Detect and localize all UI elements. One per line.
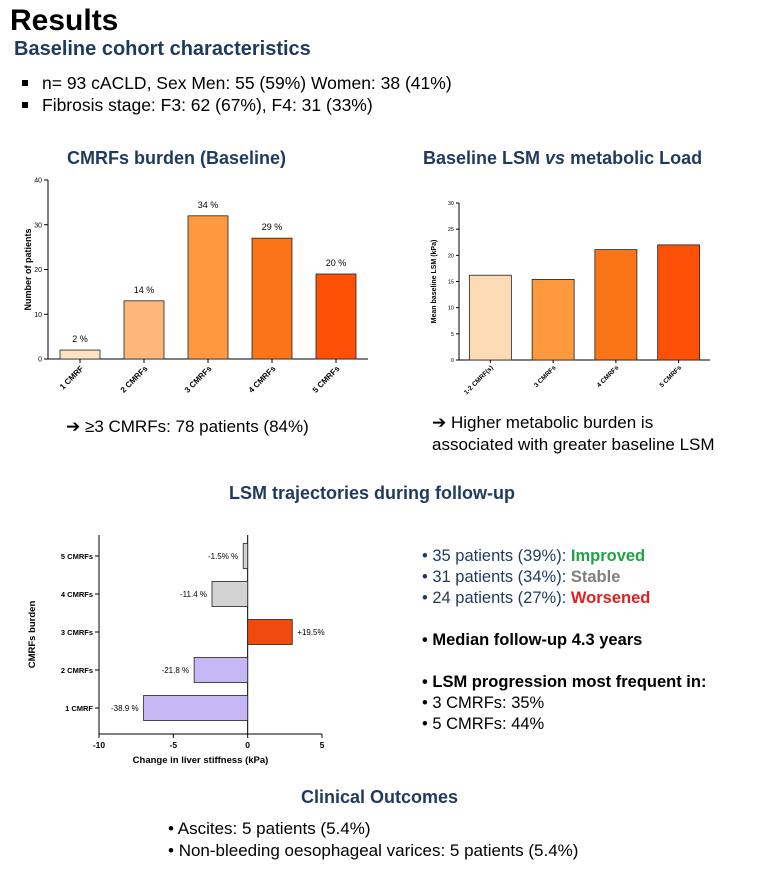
bar-data-label: -11.4 % — [180, 590, 207, 599]
bar — [143, 695, 249, 721]
arrow-right-icon: ➔ — [432, 413, 447, 432]
bar — [187, 215, 229, 360]
bar — [468, 274, 512, 361]
x-tick-label: 5 CMRFs — [658, 364, 683, 389]
baseline-cohort-title: Baseline cohort characteristics — [14, 38, 311, 60]
y-tick-label: 5 CMRFs — [61, 552, 93, 561]
y-tick-label: 20 — [448, 253, 454, 259]
y-tick-label: 1 CMRF — [65, 704, 93, 713]
outcome-item: • Ascites: 5 patients (5.4%) — [168, 819, 371, 838]
cohort-bullet: n= 93 cACLD, Sex Men: 55 (59%) Women: 38… — [22, 72, 452, 94]
y-tick-label: 40 — [34, 178, 42, 185]
trajectory-improved: • 35 patients (39%): Improved — [422, 547, 646, 565]
bar — [211, 581, 249, 607]
bar — [594, 249, 638, 361]
baseline-lsm-chart: 0 5 10 15 20 25 30 1-2 CMRF(s) 3 CMRFs 4 CMRFs 5 C… — [431, 201, 710, 396]
chart2-section-title: Baseline LSM vs metabolic Load — [423, 148, 703, 168]
chart2-takeaway: ➔ Higher metabolic burden is associated … — [432, 413, 715, 454]
trajectory-worsened: • 24 patients (27%): Worsened — [422, 589, 651, 607]
x-tick-label: 4 CMRFs — [247, 364, 278, 395]
outcome-item: • Non-bleeding oesophageal varices: 5 pa… — [168, 841, 579, 860]
bar — [531, 279, 575, 361]
cohort-bullet-list: n= 93 cACLD, Sex Men: 55 (59%) Women: 38… — [22, 72, 452, 116]
y-axis-label: Number of patients — [23, 228, 33, 310]
bar — [242, 543, 249, 569]
outcomes-list: • Ascites: 5 patients (5.4%) • Non-bleed… — [168, 818, 578, 862]
y-tick-label: 25 — [448, 227, 454, 233]
bar — [59, 349, 101, 360]
x-tick-label: 5 — [320, 740, 325, 750]
x-tick-label: -10 — [93, 740, 106, 750]
bar — [315, 273, 357, 360]
cmrf-burden-chart: 0 10 20 30 40 2 % 1 CMRF 14 % 2 CMRFs 34 % 3 CMRFs… — [23, 178, 368, 395]
y-axis-label: Mean baseline LSM (kPa) — [431, 240, 438, 324]
trajectory-stable: • 31 patients (34%): Stable — [422, 568, 621, 586]
x-tick-label: 0 — [245, 740, 250, 750]
x-tick-label: 2 CMRFs — [119, 364, 150, 395]
y-tick-label: 5 — [451, 332, 454, 338]
bar — [123, 300, 165, 360]
y-tick-label: 30 — [34, 222, 42, 229]
bar-data-label: +19.5% — [297, 628, 324, 637]
bar-data-label: 20 % — [326, 258, 347, 268]
y-tick-label: 3 CMRFs — [61, 628, 93, 637]
y-tick-label: 4 CMRFs — [61, 590, 93, 599]
y-tick-label: 20 — [34, 267, 42, 274]
bar-data-label: 14 % — [134, 285, 155, 295]
bar-data-label: 29 % — [262, 222, 283, 232]
x-axis-label: Change in liver stiffness (kPa) — [133, 755, 269, 766]
bar-data-label: -21.8 % — [162, 666, 190, 675]
y-tick-label: 15 — [448, 280, 454, 286]
bar-data-label: -38.9 % — [111, 704, 139, 713]
x-tick-label: 3 CMRFs — [533, 364, 558, 389]
y-tick-label: 10 — [34, 312, 42, 319]
outcomes-title: Clinical Outcomes — [301, 787, 459, 807]
bar — [251, 237, 293, 360]
cohort-bullet: Fibrosis stage: F3: 62 (67%), F4: 31 (33… — [22, 94, 452, 116]
y-tick-label: 30 — [448, 201, 454, 207]
chart1-takeaway: ➔ ≥3 CMRFs: 78 patients (84%) — [66, 417, 309, 436]
y-tick-label: 0 — [451, 358, 454, 364]
bar-data-label: 34 % — [198, 200, 219, 210]
y-tick-label: 0 — [38, 357, 42, 364]
lsm-trajectories-chart: -10 -5 0 5 5 CMRFs -1.5% % 4 CMRFs -11.4 % 3 CMR… — [27, 535, 325, 766]
x-tick-label: 1-2 CMRF(s) — [463, 364, 495, 396]
x-tick-label: -5 — [170, 740, 178, 750]
x-tick-label: 1 CMRF — [58, 364, 85, 391]
y-tick-label: 10 — [448, 306, 454, 312]
bar-data-label: 2 % — [72, 334, 88, 344]
bar — [247, 619, 293, 645]
progression-list: • LSM progression most frequent in: • 3 … — [422, 673, 707, 733]
results-title: Results — [10, 4, 119, 37]
bar — [657, 244, 701, 361]
y-axis-label: CMRFs burden — [27, 601, 38, 669]
bar-data-label: -1.5% % — [208, 552, 238, 561]
followup-note: • Median follow-up 4.3 years — [422, 631, 643, 649]
x-tick-label: 3 CMRFs — [183, 364, 214, 395]
bar — [193, 657, 249, 683]
trajectory-summary: • 35 patients (39%): Improved • 31 patie… — [422, 546, 650, 609]
y-tick-label: 2 CMRFs — [61, 666, 93, 675]
arrow-right-icon: ➔ — [66, 417, 81, 436]
x-tick-label: 4 CMRFs — [596, 364, 621, 389]
chart1-section-title: CMRFs burden (Baseline) — [67, 148, 287, 168]
x-tick-label: 5 CMRFs — [311, 364, 342, 395]
chart3-section-title: LSM trajectories during follow-up — [229, 483, 516, 503]
